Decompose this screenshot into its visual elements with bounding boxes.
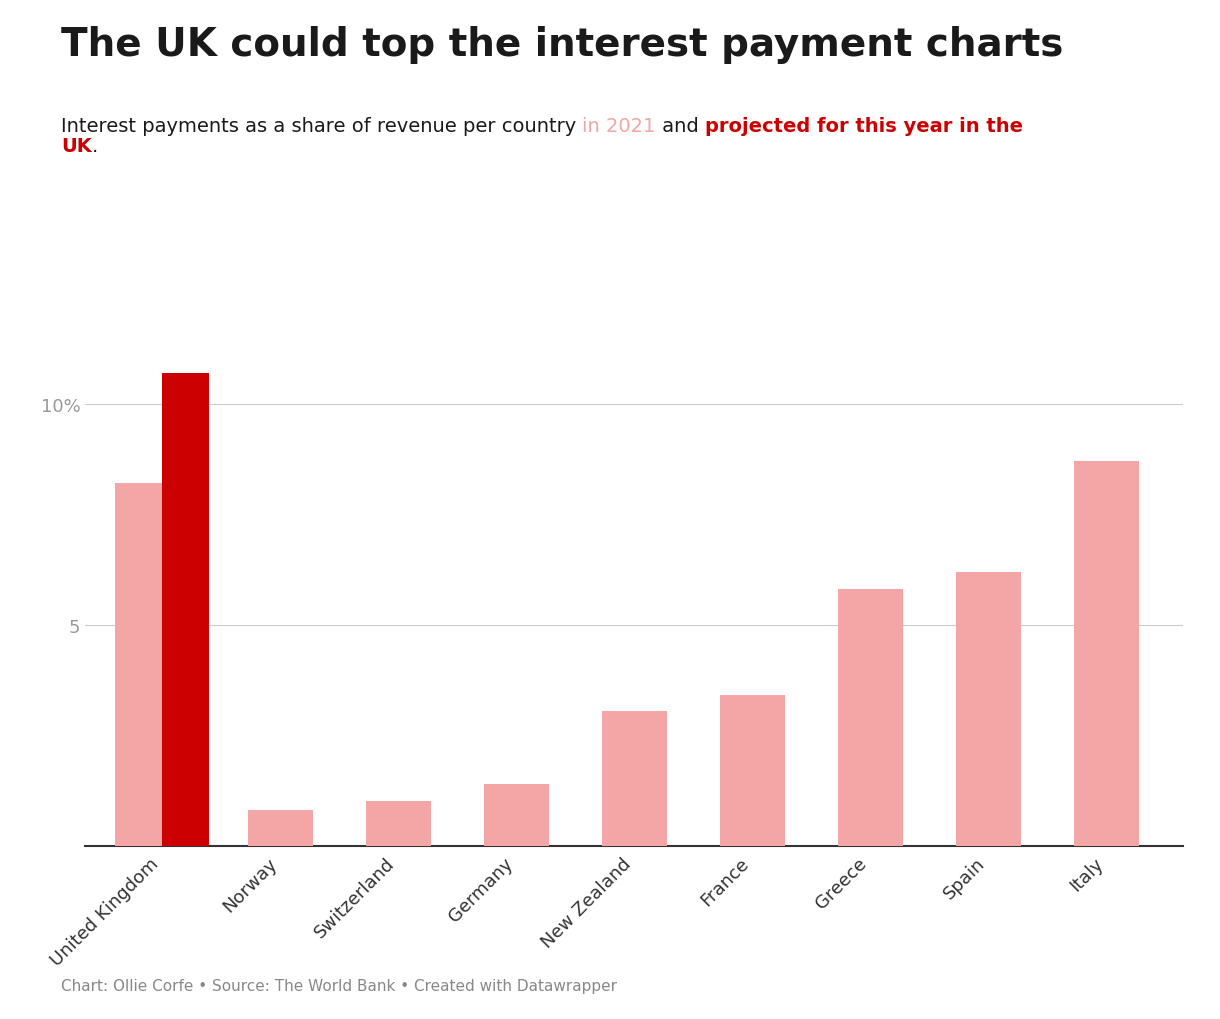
Bar: [248, 810, 312, 846]
Text: The UK could top the interest payment charts: The UK could top the interest payment ch…: [61, 25, 1064, 63]
Bar: [366, 802, 431, 846]
Bar: [1074, 462, 1139, 846]
Bar: [956, 572, 1021, 846]
Bar: [115, 484, 162, 846]
Bar: [484, 784, 549, 846]
Text: Interest payments as a share of revenue per country: Interest payments as a share of revenue …: [61, 117, 582, 137]
Text: .: .: [92, 137, 98, 156]
Bar: [601, 711, 667, 846]
Text: in 2021: in 2021: [582, 117, 656, 137]
Bar: [162, 373, 210, 846]
Text: projected for this year in the: projected for this year in the: [705, 117, 1022, 137]
Bar: [838, 590, 903, 846]
Bar: [720, 696, 784, 846]
Text: UK: UK: [61, 137, 92, 156]
Text: Chart: Ollie Corfe • Source: The World Bank • Created with Datawrapper: Chart: Ollie Corfe • Source: The World B…: [61, 978, 617, 994]
Text: and: and: [656, 117, 705, 137]
